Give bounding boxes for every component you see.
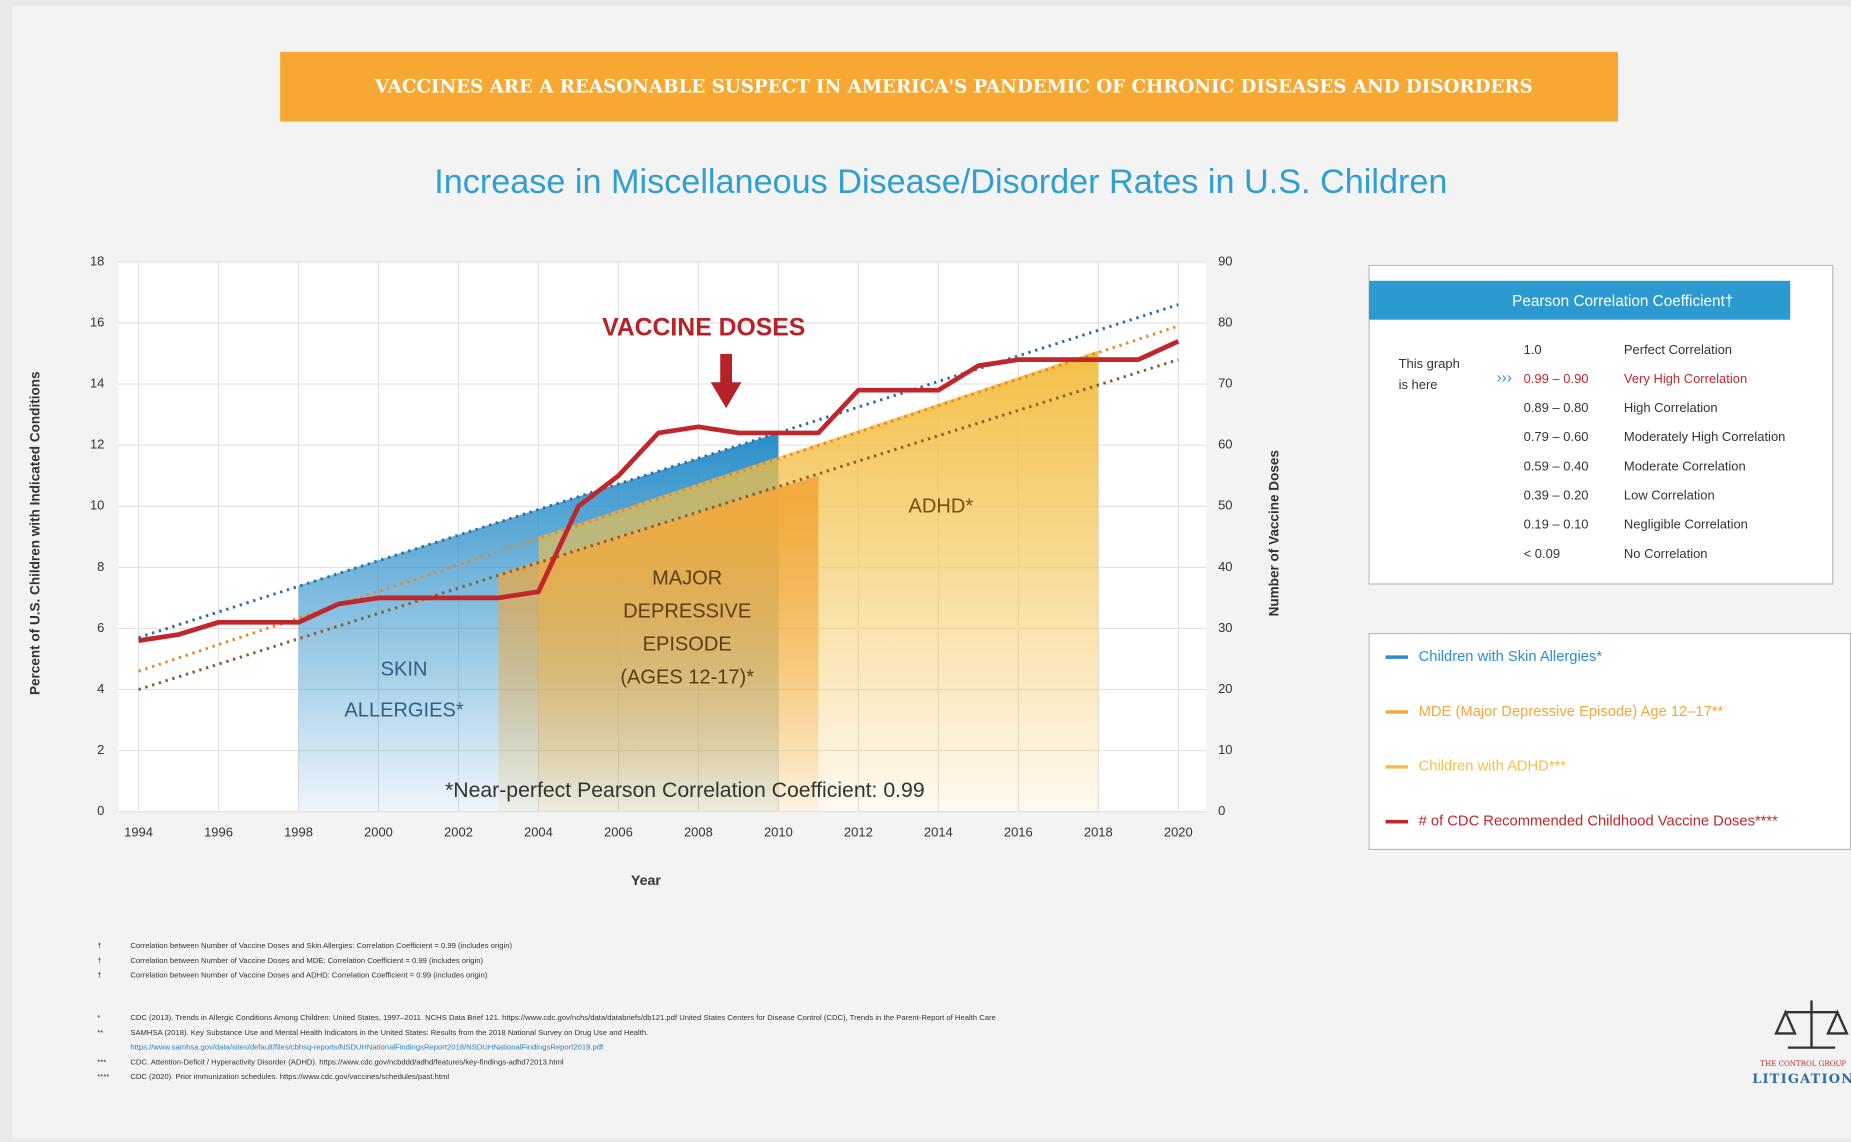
x-axis-label: Year xyxy=(631,872,661,888)
y2-tick-label: 10 xyxy=(1218,742,1232,757)
y-tick-label: 4 xyxy=(97,681,104,696)
pearson-cell: 0.79 – 0.60 xyxy=(1524,429,1589,444)
y-tick-label: 18 xyxy=(90,253,104,268)
y2-tick-label: 0 xyxy=(1218,803,1225,818)
pearson-cell: Perfect Correlation xyxy=(1624,342,1732,357)
pearson-cell: 0.39 – 0.20 xyxy=(1524,488,1589,503)
footnote-marker: † xyxy=(97,971,101,980)
source-marker: ** xyxy=(97,1028,103,1037)
y-axis-label: Percent of U.S. Children with Indicated … xyxy=(28,371,43,695)
pearson-cell: < 0.09 xyxy=(1524,546,1560,561)
legend-label: # of CDC Recommended Childhood Vaccine D… xyxy=(1419,814,1779,830)
area-label: ADHD* xyxy=(909,496,974,518)
source: CDC (2020). Prior immunization schedules… xyxy=(130,1072,449,1081)
x-tick-label: 2000 xyxy=(364,824,393,839)
y-tick-label: 16 xyxy=(90,314,104,329)
y2-tick-label: 40 xyxy=(1218,559,1232,574)
pearson-title: Pearson Correlation Coefficient† xyxy=(1512,293,1733,310)
footnote-marker: † xyxy=(97,956,101,965)
y2-tick-label: 60 xyxy=(1218,437,1232,452)
x-tick-label: 2016 xyxy=(1004,824,1033,839)
arrow xyxy=(710,353,742,409)
legend-label: MDE (Major Depressive Episode) Age 12–17… xyxy=(1419,704,1724,720)
x-tick-label: 2004 xyxy=(524,824,553,839)
source: CDC (2013). Trends in Allergic Condition… xyxy=(130,1013,995,1022)
pearson-header xyxy=(1369,280,1791,320)
vaccine-label: VACCINE DOSES xyxy=(602,315,805,342)
pearson-cell: No Correlation xyxy=(1624,546,1708,561)
x-tick-label: 2012 xyxy=(844,824,873,839)
pearson-pointer: This graph xyxy=(1399,356,1460,371)
note: *Near-perfect Pearson Correlation Coeffi… xyxy=(445,779,925,802)
legend-box xyxy=(1368,632,1851,851)
source-marker: **** xyxy=(97,1072,109,1081)
x-tick-label: 1996 xyxy=(204,824,233,839)
source: https://www.samhsa.gov/data/sites/defaul… xyxy=(130,1043,604,1052)
y-tick-label: 6 xyxy=(97,620,104,635)
y2-tick-label: 80 xyxy=(1218,314,1232,329)
footnote: Correlation between Number of Vaccine Do… xyxy=(130,956,483,965)
area-label: MAJOR xyxy=(652,568,722,590)
y2-tick-label: 20 xyxy=(1218,681,1232,696)
y2-tick-label: 90 xyxy=(1218,253,1232,268)
footnote: Correlation between Number of Vaccine Do… xyxy=(130,971,487,980)
pearson-cell: Low Correlation xyxy=(1624,488,1715,503)
logo-bottom: LITIGATION xyxy=(1752,1072,1851,1087)
source-marker: * xyxy=(97,1013,100,1022)
trendline xyxy=(138,303,1179,639)
area xyxy=(498,475,819,812)
y-tick-label: 0 xyxy=(97,803,104,818)
pearson-cell: 0.89 – 0.80 xyxy=(1524,400,1589,415)
logo-top: THE CONTROL GROUP xyxy=(1760,1059,1846,1068)
area-label: (AGES 12-17)* xyxy=(620,667,754,689)
pearson-cell: Very High Correlation xyxy=(1624,371,1747,386)
y-tick-label: 12 xyxy=(90,437,104,452)
y2-axis-label: Number of Vaccine Doses xyxy=(1266,450,1281,616)
y-tick-label: 2 xyxy=(97,742,104,757)
source: CDC. Attention-Deficit / Hyperactivity D… xyxy=(130,1057,563,1066)
x-tick-label: 2014 xyxy=(924,824,953,839)
logo-icon xyxy=(1774,1000,1849,1049)
trendline xyxy=(138,358,1179,691)
pearson-cell: Negligible Correlation xyxy=(1624,517,1748,532)
legend-label: Children with Skin Allergies* xyxy=(1419,649,1603,665)
pearson-cell: Moderately High Correlation xyxy=(1624,429,1785,444)
y-tick-label: 8 xyxy=(97,559,104,574)
y-tick-label: 14 xyxy=(90,375,104,390)
x-tick-label: 2002 xyxy=(444,824,473,839)
y2-tick-label: 70 xyxy=(1218,375,1232,390)
footnote: Correlation between Number of Vaccine Do… xyxy=(130,941,512,950)
pearson-cell: High Correlation xyxy=(1624,400,1718,415)
x-tick-label: 2018 xyxy=(1084,824,1113,839)
source-marker: *** xyxy=(97,1057,106,1066)
legend-label: Children with ADHD*** xyxy=(1419,759,1567,775)
y-tick-label: 10 xyxy=(90,498,104,513)
x-tick-label: 1998 xyxy=(284,824,313,839)
x-tick-label: 1994 xyxy=(124,824,153,839)
y2-tick-label: 50 xyxy=(1218,498,1232,513)
vaccine-line xyxy=(138,339,1180,643)
area-label: SKIN xyxy=(381,658,428,680)
banner-text: VACCINES ARE A REASONABLE SUSPECT IN AME… xyxy=(374,76,1533,97)
pearson-marker: ››› xyxy=(1497,370,1512,387)
pearson-cell: 0.59 – 0.40 xyxy=(1524,458,1589,473)
pearson-cell: Moderate Correlation xyxy=(1624,458,1746,473)
source: SAMHSA (2018). Key Substance Use and Men… xyxy=(130,1028,648,1037)
x-tick-label: 2020 xyxy=(1164,824,1193,839)
banner xyxy=(280,51,1619,122)
chart-title: Increase in Miscellaneous Disease/Disord… xyxy=(434,163,1447,201)
pearson-cell: 0.19 – 0.10 xyxy=(1524,517,1589,532)
x-tick-label: 2010 xyxy=(764,824,793,839)
area-label: ALLERGIES* xyxy=(344,700,463,722)
footnote-marker: † xyxy=(97,941,101,950)
y2-tick-label: 30 xyxy=(1218,620,1232,635)
pearson-cell: 0.99 – 0.90 xyxy=(1524,371,1589,386)
x-tick-label: 2006 xyxy=(604,824,633,839)
area-label: EPISODE xyxy=(643,634,732,656)
pearson-cell: 1.0 xyxy=(1524,342,1542,357)
pearson-pointer: is here xyxy=(1399,377,1438,392)
x-tick-label: 2008 xyxy=(684,824,713,839)
area-label: DEPRESSIVE xyxy=(623,601,751,623)
